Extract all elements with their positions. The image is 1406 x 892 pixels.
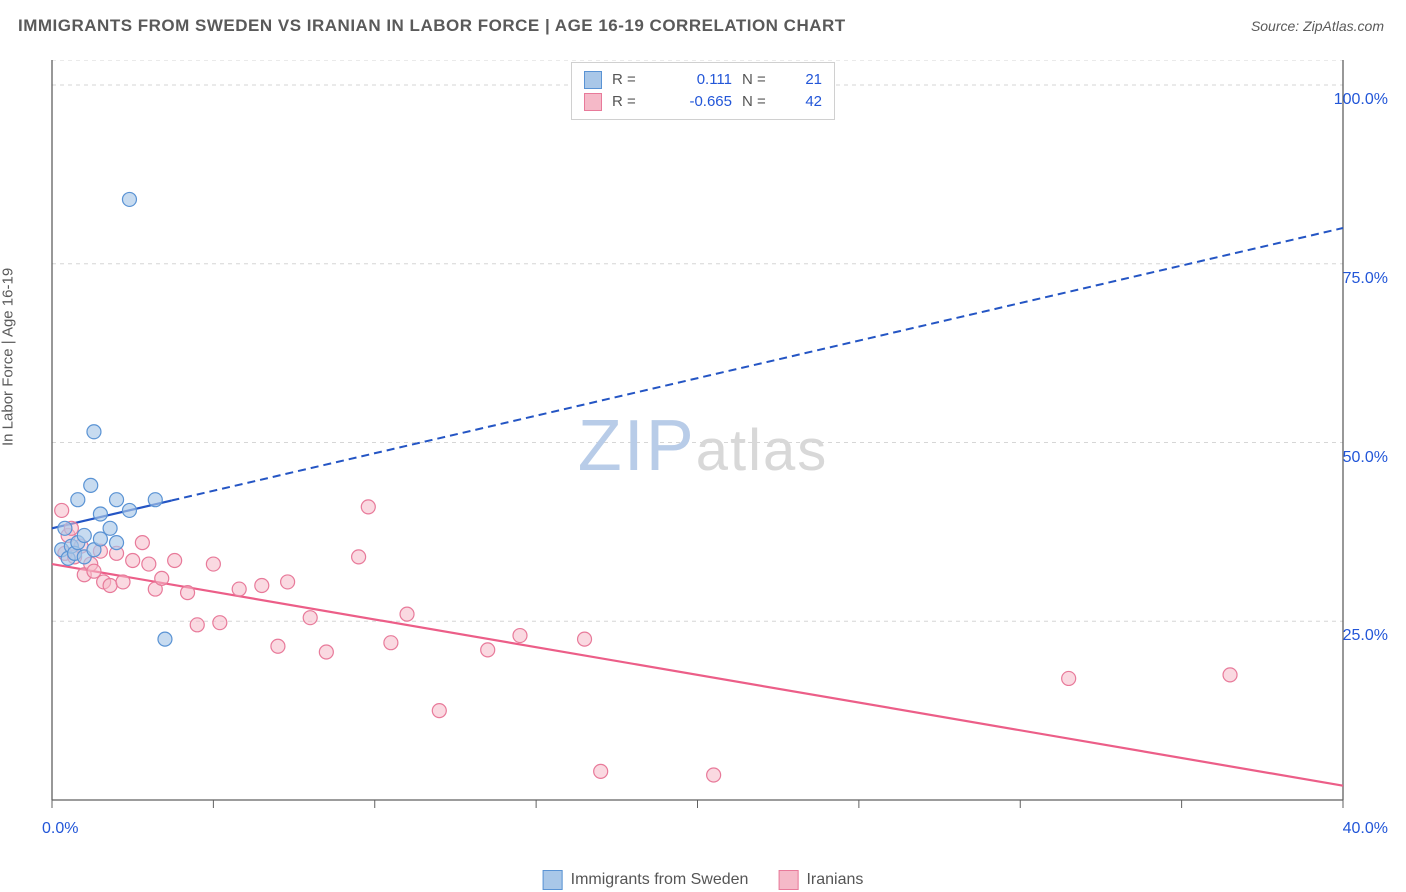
series-legend: Immigrants from Sweden Iranians <box>543 870 864 890</box>
y-tick-label: 25.0% <box>1343 627 1388 645</box>
x-tick-label-min: 0.0% <box>42 820 78 838</box>
source-credit: Source: ZipAtlas.com <box>1251 18 1384 34</box>
plot-svg <box>50 60 1345 830</box>
r-value-iranians: -0.665 <box>662 91 732 113</box>
y-tick-label: 100.0% <box>1334 91 1388 109</box>
swatch-sweden-icon <box>543 870 563 890</box>
y-tick-label: 50.0% <box>1343 449 1388 467</box>
n-label-sweden: N = <box>742 69 782 91</box>
legend-label-sweden: Immigrants from Sweden <box>571 871 749 888</box>
legend-row-iranians: R = -0.665 N = 42 <box>584 91 822 113</box>
legend-item-iranians: Iranians <box>778 870 863 890</box>
legend-row-sweden: R = 0.111 N = 21 <box>584 69 822 91</box>
legend-label-iranians: Iranians <box>806 871 863 888</box>
legend-item-sweden: Immigrants from Sweden <box>543 870 749 890</box>
correlation-legend: R = 0.111 N = 21 R = -0.665 N = 42 <box>571 62 835 120</box>
r-value-sweden: 0.111 <box>662 69 732 91</box>
scatter-plot <box>50 60 1345 830</box>
y-axis-label: In Labor Force | Age 16-19 <box>0 268 17 446</box>
n-value-sweden: 21 <box>792 69 822 91</box>
r-label-sweden: R = <box>612 69 652 91</box>
n-value-iranians: 42 <box>792 91 822 113</box>
y-tick-label: 75.0% <box>1343 270 1388 288</box>
swatch-iranians <box>584 93 602 111</box>
n-label-iranians: N = <box>742 91 782 113</box>
swatch-iranians-icon <box>778 870 798 890</box>
swatch-sweden <box>584 71 602 89</box>
x-tick-label-max: 40.0% <box>1343 820 1388 838</box>
r-label-iranians: R = <box>612 91 652 113</box>
page-title: IMMIGRANTS FROM SWEDEN VS IRANIAN IN LAB… <box>18 16 846 36</box>
